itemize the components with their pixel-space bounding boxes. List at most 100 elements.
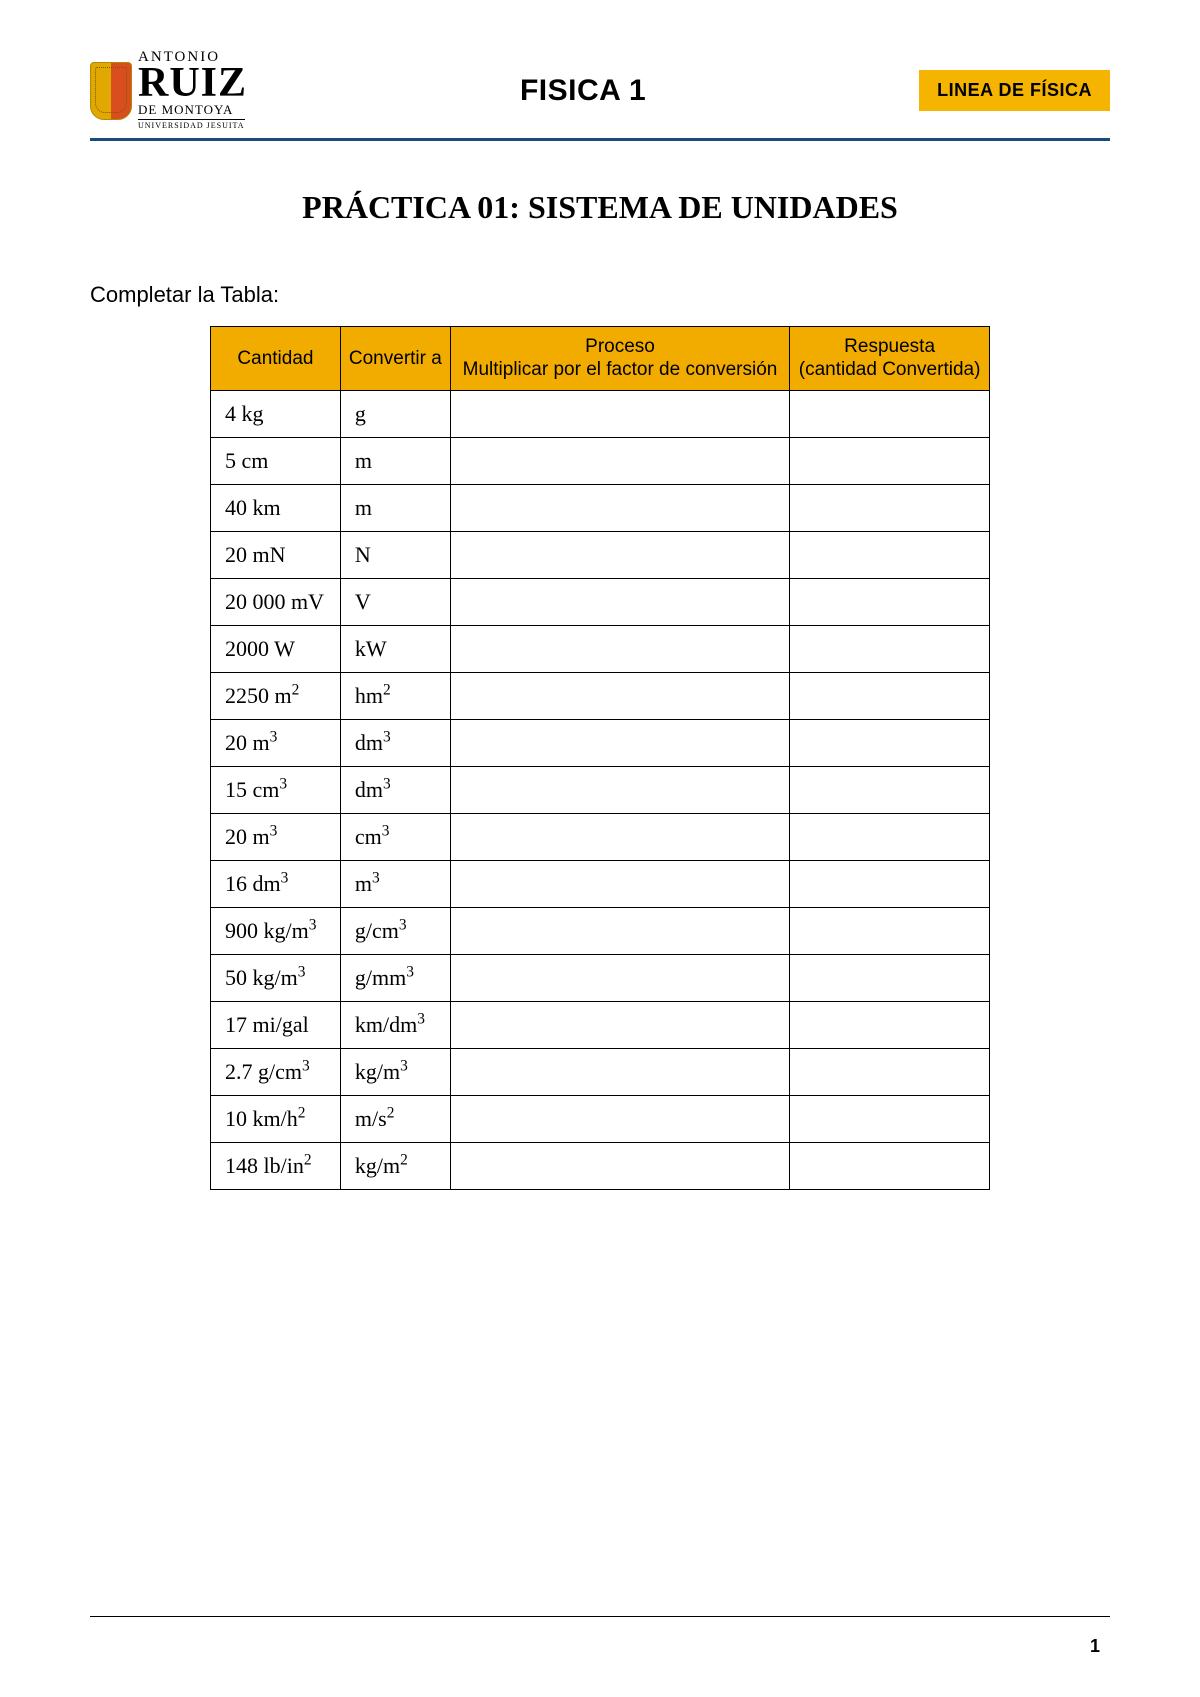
cell-cantidad: 4 kg bbox=[211, 391, 341, 438]
col-header-proceso-line2: Multiplicar por el factor de conversión bbox=[463, 359, 778, 380]
page-number: 1 bbox=[1090, 1636, 1100, 1657]
cell-convertir: g/mm3 bbox=[340, 955, 450, 1002]
col-header-convertir: Convertir a bbox=[340, 326, 450, 391]
col-header-cantidad-label: Cantidad bbox=[237, 348, 313, 369]
page-header: ANTONIO RUIZ DE MONTOYA UNIVERSIDAD JESU… bbox=[90, 50, 1110, 141]
cell-convertir: kg/m2 bbox=[340, 1143, 450, 1190]
cell-cantidad: 20 m3 bbox=[211, 720, 341, 767]
table-header-row: Cantidad Convertir a Proceso Multiplicar… bbox=[211, 326, 990, 391]
units-table: Cantidad Convertir a Proceso Multiplicar… bbox=[210, 326, 990, 1191]
table-row: 17 mi/galkm/dm3 bbox=[211, 1002, 990, 1049]
cell-proceso[interactable] bbox=[450, 955, 789, 1002]
table-row: 15 cm3dm3 bbox=[211, 767, 990, 814]
cell-convertir: cm3 bbox=[340, 814, 450, 861]
wordmark-line3: DE MONTOYA bbox=[138, 104, 247, 116]
table-row: 2.7 g/cm3kg/m3 bbox=[211, 1049, 990, 1096]
table-row: 148 lb/in2kg/m2 bbox=[211, 1143, 990, 1190]
col-header-convertir-label: Convertir a bbox=[349, 348, 442, 369]
cell-respuesta[interactable] bbox=[790, 1096, 990, 1143]
wordmark-line2: RUIZ bbox=[138, 64, 247, 104]
cell-convertir: N bbox=[340, 532, 450, 579]
cell-respuesta[interactable] bbox=[790, 391, 990, 438]
cell-respuesta[interactable] bbox=[790, 485, 990, 532]
col-header-respuesta-line2: (cantidad Convertida) bbox=[799, 359, 981, 380]
cell-respuesta[interactable] bbox=[790, 438, 990, 485]
cell-proceso[interactable] bbox=[450, 579, 789, 626]
cell-cantidad: 17 mi/gal bbox=[211, 1002, 341, 1049]
cell-respuesta[interactable] bbox=[790, 955, 990, 1002]
table-row: 10 km/h2m/s2 bbox=[211, 1096, 990, 1143]
wordmark: ANTONIO RUIZ DE MONTOYA UNIVERSIDAD JESU… bbox=[138, 50, 247, 132]
cell-convertir: m3 bbox=[340, 861, 450, 908]
cell-cantidad: 50 kg/m3 bbox=[211, 955, 341, 1002]
cell-cantidad: 2000 W bbox=[211, 626, 341, 673]
table-row: 20 000 mVV bbox=[211, 579, 990, 626]
table-row: 4 kgg bbox=[211, 391, 990, 438]
cell-respuesta[interactable] bbox=[790, 767, 990, 814]
cell-respuesta[interactable] bbox=[790, 814, 990, 861]
table-row: 2250 m2hm2 bbox=[211, 673, 990, 720]
cell-respuesta[interactable] bbox=[790, 861, 990, 908]
cell-cantidad: 15 cm3 bbox=[211, 767, 341, 814]
cell-respuesta[interactable] bbox=[790, 908, 990, 955]
practice-title: PRÁCTICA 01: SISTEMA DE UNIDADES bbox=[90, 189, 1110, 226]
col-header-proceso: Proceso Multiplicar por el factor de con… bbox=[450, 326, 789, 391]
col-header-cantidad: Cantidad bbox=[211, 326, 341, 391]
cell-respuesta[interactable] bbox=[790, 626, 990, 673]
cell-convertir: hm2 bbox=[340, 673, 450, 720]
cell-proceso[interactable] bbox=[450, 720, 789, 767]
cell-proceso[interactable] bbox=[450, 673, 789, 720]
cell-proceso[interactable] bbox=[450, 485, 789, 532]
cell-cantidad: 5 cm bbox=[211, 438, 341, 485]
table-row: 2000 WkW bbox=[211, 626, 990, 673]
cell-respuesta[interactable] bbox=[790, 720, 990, 767]
table-row: 5 cmm bbox=[211, 438, 990, 485]
cell-proceso[interactable] bbox=[450, 1049, 789, 1096]
table-row: 40 kmm bbox=[211, 485, 990, 532]
cell-proceso[interactable] bbox=[450, 532, 789, 579]
cell-convertir: dm3 bbox=[340, 767, 450, 814]
col-header-respuesta: Respuesta (cantidad Convertida) bbox=[790, 326, 990, 391]
crest-icon bbox=[90, 62, 132, 120]
cell-cantidad: 10 km/h2 bbox=[211, 1096, 341, 1143]
cell-respuesta[interactable] bbox=[790, 579, 990, 626]
instruction-text: Completar la Tabla: bbox=[90, 282, 1110, 308]
table-row: 900 kg/m3g/cm3 bbox=[211, 908, 990, 955]
cell-convertir: m/s2 bbox=[340, 1096, 450, 1143]
cell-cantidad: 148 lb/in2 bbox=[211, 1143, 341, 1190]
line-badge: LINEA DE FÍSICA bbox=[919, 70, 1110, 111]
col-header-proceso-line1: Proceso bbox=[585, 336, 655, 357]
cell-respuesta[interactable] bbox=[790, 1049, 990, 1096]
cell-respuesta[interactable] bbox=[790, 532, 990, 579]
cell-proceso[interactable] bbox=[450, 438, 789, 485]
footer-rule bbox=[90, 1616, 1110, 1617]
cell-cantidad: 900 kg/m3 bbox=[211, 908, 341, 955]
table-row: 16 dm3m3 bbox=[211, 861, 990, 908]
cell-convertir: kW bbox=[340, 626, 450, 673]
cell-proceso[interactable] bbox=[450, 1096, 789, 1143]
cell-convertir: dm3 bbox=[340, 720, 450, 767]
cell-convertir: m bbox=[340, 438, 450, 485]
cell-respuesta[interactable] bbox=[790, 1002, 990, 1049]
cell-proceso[interactable] bbox=[450, 908, 789, 955]
course-title: FISICA 1 bbox=[520, 74, 646, 108]
cell-proceso[interactable] bbox=[450, 391, 789, 438]
cell-cantidad: 20 mN bbox=[211, 532, 341, 579]
cell-proceso[interactable] bbox=[450, 861, 789, 908]
cell-proceso[interactable] bbox=[450, 1002, 789, 1049]
table-row: 20 m3cm3 bbox=[211, 814, 990, 861]
cell-cantidad: 16 dm3 bbox=[211, 861, 341, 908]
cell-proceso[interactable] bbox=[450, 626, 789, 673]
cell-cantidad: 2.7 g/cm3 bbox=[211, 1049, 341, 1096]
university-logo: ANTONIO RUIZ DE MONTOYA UNIVERSIDAD JESU… bbox=[90, 50, 247, 132]
cell-proceso[interactable] bbox=[450, 814, 789, 861]
cell-proceso[interactable] bbox=[450, 767, 789, 814]
cell-convertir: m bbox=[340, 485, 450, 532]
table-row: 20 m3dm3 bbox=[211, 720, 990, 767]
cell-convertir: kg/m3 bbox=[340, 1049, 450, 1096]
cell-proceso[interactable] bbox=[450, 1143, 789, 1190]
cell-respuesta[interactable] bbox=[790, 673, 990, 720]
col-header-respuesta-line1: Respuesta bbox=[844, 336, 935, 357]
cell-cantidad: 20 000 mV bbox=[211, 579, 341, 626]
cell-respuesta[interactable] bbox=[790, 1143, 990, 1190]
